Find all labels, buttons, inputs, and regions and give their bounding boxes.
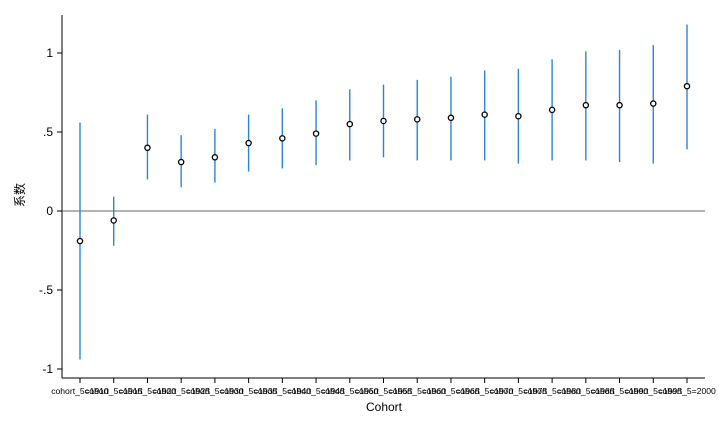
- x-tick-label: cohort_5=1985: [557, 386, 615, 396]
- coefficient-point: [481, 111, 488, 118]
- y-tick-label: -.5: [39, 283, 53, 297]
- x-tick-label: cohort_5=1925: [152, 386, 210, 396]
- coefficient-point: [211, 154, 219, 161]
- coefficient-point: [279, 135, 286, 142]
- x-tick-label: cohort_5=1995: [624, 386, 682, 396]
- plot-marks: [76, 24, 691, 360]
- coefficient-point: [76, 237, 84, 245]
- y-tick-label: 0: [46, 204, 53, 218]
- coefficient-point: [616, 101, 623, 109]
- x-axis: cohort_5=1910cohort_5=1915cohort_5=1920c…: [51, 377, 716, 396]
- coefficient-point: [110, 217, 117, 224]
- coefficient-point: [380, 117, 387, 125]
- y-axis: 1 .5 0 -.5 -1: [39, 15, 63, 378]
- y-axis-title: 系数: [12, 183, 27, 207]
- x-tick-label: cohort_5=1930: [186, 386, 244, 396]
- x-tick-label: cohort_5=1970: [456, 386, 514, 396]
- x-tick-label: cohort_5=1980: [523, 386, 581, 396]
- coefficient-point: [515, 112, 522, 120]
- x-tick-label: cohort_5=1950: [321, 386, 379, 396]
- x-tick-label: cohort_5=2000: [658, 386, 716, 396]
- x-tick-label: cohort_5=1920: [119, 386, 177, 396]
- x-tick-label: cohort_5=1935: [220, 386, 278, 396]
- coefficient-point: [312, 130, 320, 137]
- coefficient-point: [177, 158, 185, 166]
- coefficient-point: [413, 116, 421, 123]
- coefficient-point: [548, 106, 556, 114]
- x-axis-title: Cohort: [366, 400, 403, 414]
- coefficient-point: [346, 120, 354, 128]
- x-tick-label: cohort_5=1945: [287, 386, 345, 396]
- x-tick-label: cohort_5=1960: [388, 386, 446, 396]
- coefficient-point: [144, 144, 151, 152]
- y-tick-label: -1: [42, 362, 53, 376]
- x-tick-label: cohort_5=1915: [85, 386, 143, 396]
- x-tick-label: cohort_5=1940: [254, 386, 312, 396]
- x-tick-label: cohort_5=1975: [490, 386, 548, 396]
- coefficient-point: [245, 139, 252, 147]
- x-tick-label: cohort_5=1910: [51, 386, 109, 396]
- x-tick-label: cohort_5=1990: [591, 386, 649, 396]
- coefficient-point: [683, 82, 691, 90]
- x-tick-label: cohort_5=1955: [355, 386, 413, 396]
- x-tick-label: cohort_5=1965: [422, 386, 480, 396]
- coefficient-point: [582, 101, 590, 109]
- y-tick-label: .5: [43, 125, 53, 139]
- coefficient-point: [447, 114, 455, 122]
- coefficient-point: [650, 100, 657, 107]
- y-tick-label: 1: [46, 46, 53, 60]
